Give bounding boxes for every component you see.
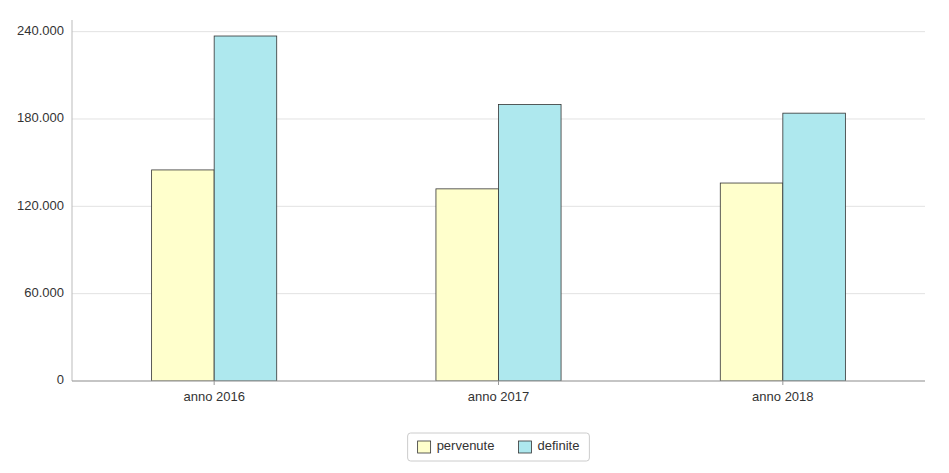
chart-container: 0 60.000 120.000 180.000 240.000 anno 2016 ann… bbox=[0, 0, 949, 473]
bar bbox=[436, 189, 499, 381]
y-tick-label: 180.000 bbox=[17, 110, 64, 125]
x-tick-label: anno 2018 bbox=[752, 389, 813, 404]
bar bbox=[499, 104, 562, 381]
chart-svg: 0 60.000 120.000 180.000 240.000 anno 2016 ann… bbox=[0, 0, 949, 473]
y-axis-line bbox=[72, 20, 73, 381]
x-tick-label: anno 2016 bbox=[183, 389, 244, 404]
x-tick bbox=[498, 381, 499, 385]
bar bbox=[214, 36, 277, 381]
grid-line bbox=[72, 31, 925, 32]
bar bbox=[720, 183, 783, 381]
legend-box bbox=[408, 433, 590, 461]
y-grid bbox=[72, 32, 925, 381]
legend-swatch bbox=[518, 441, 531, 453]
legend-item: definite bbox=[518, 438, 579, 453]
y-tick-label: 240.000 bbox=[17, 23, 64, 38]
bar bbox=[152, 170, 215, 381]
legend-label: pervenute bbox=[437, 438, 495, 453]
legend-label: definite bbox=[537, 438, 579, 453]
x-tick-label: anno 2017 bbox=[468, 389, 529, 404]
y-tick-label: 120.000 bbox=[17, 198, 64, 213]
legend-item: pervenute bbox=[418, 438, 495, 453]
x-tick bbox=[214, 381, 215, 385]
bars bbox=[152, 36, 846, 381]
bar bbox=[783, 113, 846, 381]
x-tick bbox=[782, 381, 783, 385]
y-tick-label: 60.000 bbox=[24, 285, 64, 300]
y-tick-label: 0 bbox=[57, 372, 64, 387]
legend: pervenute definite bbox=[408, 433, 590, 461]
legend-swatch bbox=[418, 441, 431, 453]
